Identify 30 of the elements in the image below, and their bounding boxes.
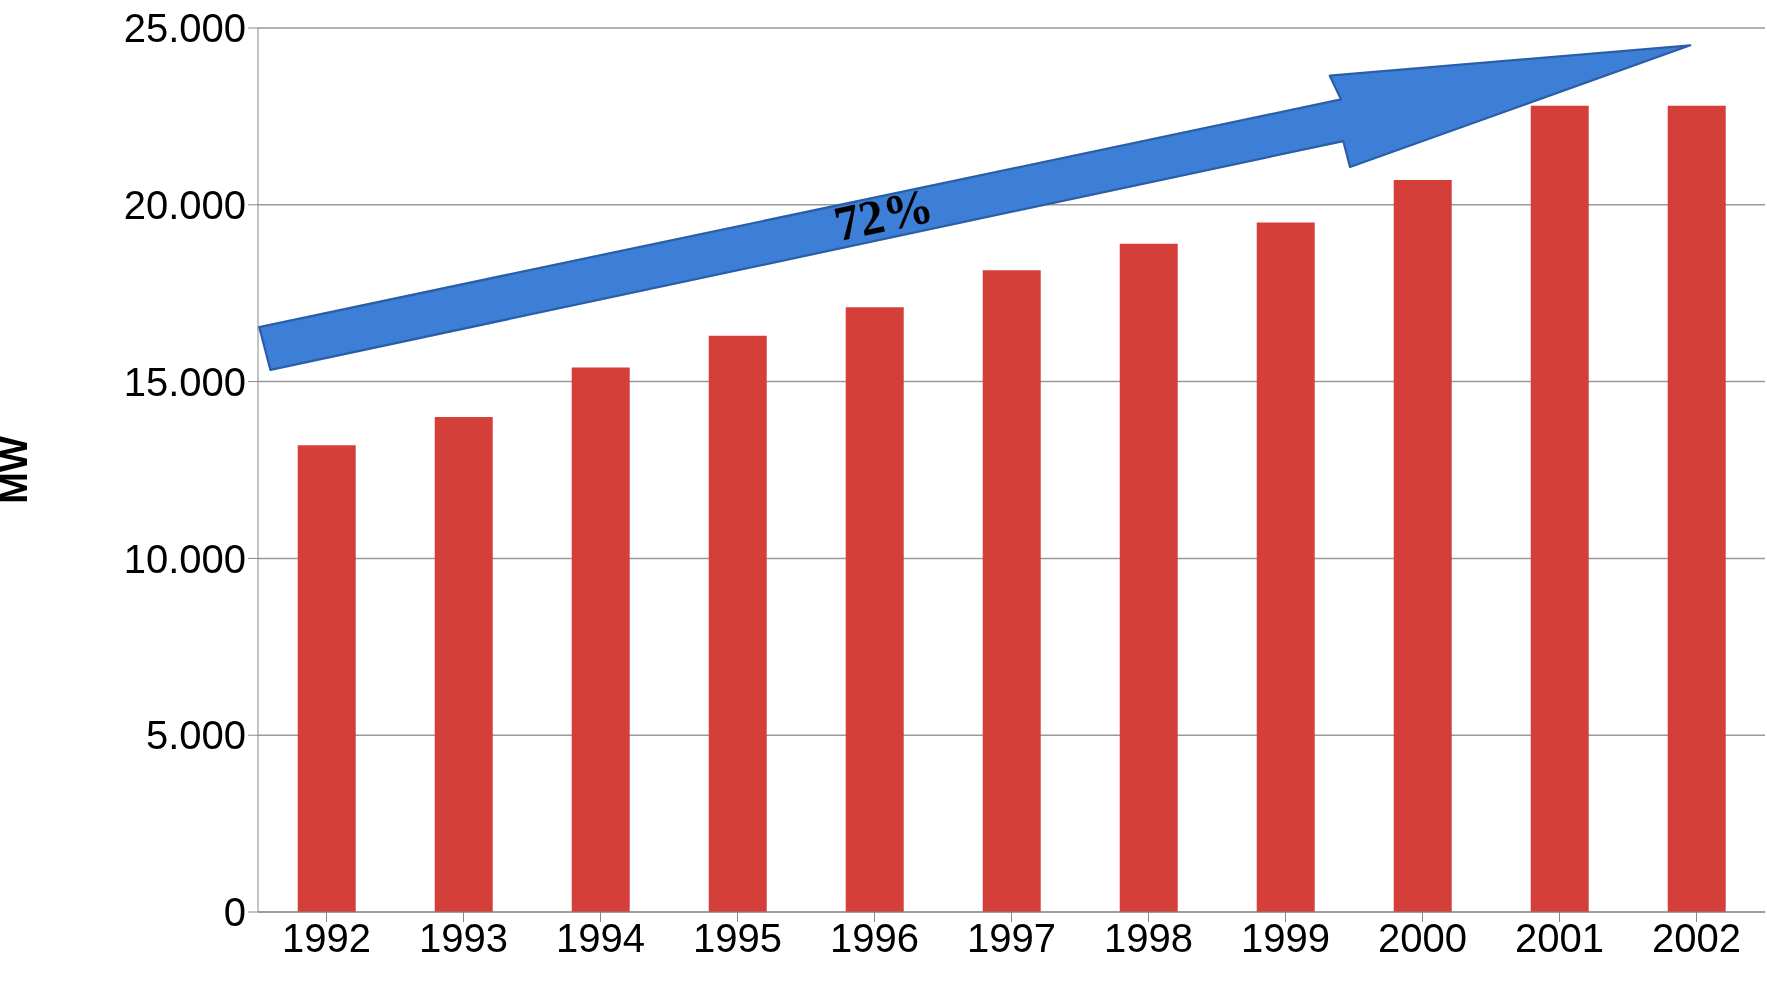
x-tick-label: 1992: [282, 916, 371, 961]
x-tick-label: 2002: [1652, 916, 1741, 961]
bar: [708, 335, 767, 912]
bar: [571, 367, 630, 912]
x-tick-label: 2001: [1515, 916, 1604, 961]
bar: [1393, 180, 1452, 912]
bar: [1119, 243, 1178, 912]
bar: [845, 307, 904, 912]
y-tick-label: 10.000: [123, 536, 246, 581]
x-tick-label: 2000: [1378, 916, 1467, 961]
y-tick-label: 5.000: [145, 713, 246, 758]
x-tick-label: 1994: [556, 916, 645, 961]
bar: [1256, 222, 1315, 912]
bar: [982, 270, 1041, 912]
x-tick-label: 1993: [419, 916, 508, 961]
annotation: 72%: [829, 177, 938, 253]
y-tick-label: 0: [223, 890, 246, 935]
bar: [434, 416, 493, 912]
bar: [297, 445, 356, 912]
y-axis-title: MW: [0, 436, 36, 504]
x-tick-label: 1998: [1104, 916, 1193, 961]
y-tick-label: 15.000: [123, 359, 246, 404]
bar: [1530, 105, 1589, 912]
bar: [1667, 105, 1726, 912]
x-tick-label: 1996: [830, 916, 919, 961]
y-tick-label: 25.000: [123, 6, 246, 51]
x-tick-label: 1995: [693, 916, 782, 961]
x-tick-label: 1997: [967, 916, 1056, 961]
x-tick-label: 1999: [1241, 916, 1330, 961]
y-tick-label: 20.000: [123, 183, 246, 227]
